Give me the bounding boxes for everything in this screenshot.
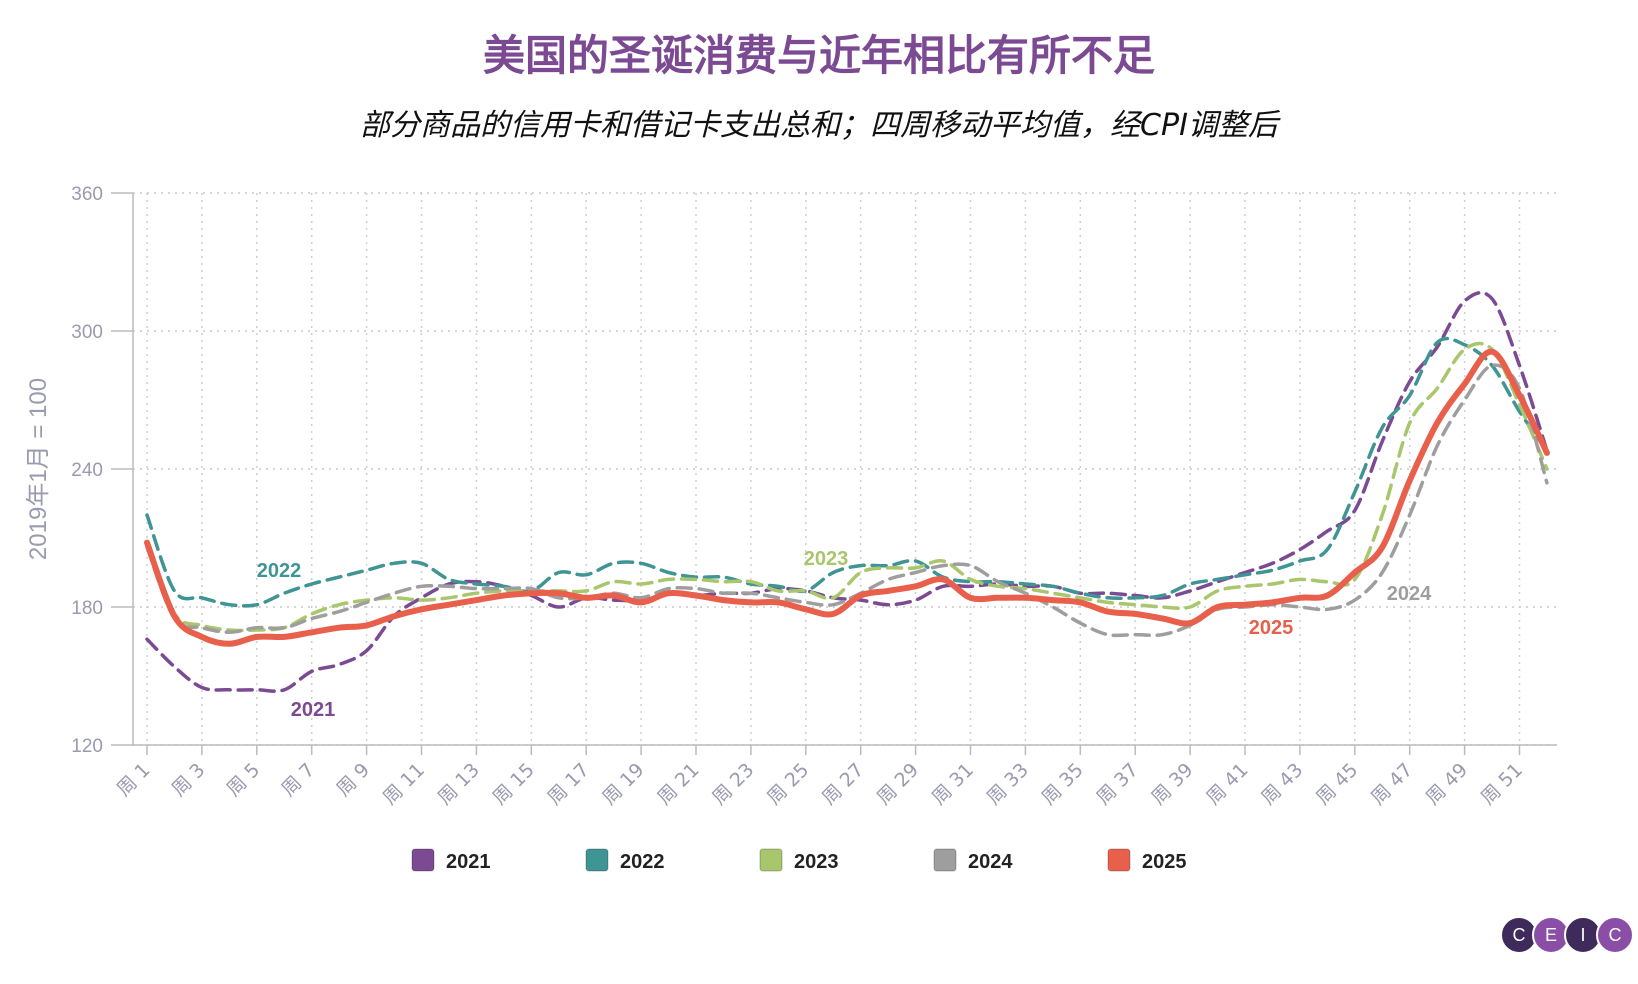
x-tick-label: 周 41 xyxy=(1202,759,1252,809)
series-label-2024: 2024 xyxy=(1387,583,1432,605)
legend-label-2023: 2023 xyxy=(794,851,839,873)
x-tick-label: 周 25 xyxy=(763,759,813,809)
legend-label-2021: 2021 xyxy=(446,851,491,873)
legend-label-2024: 2024 xyxy=(968,851,1013,873)
y-tick-label: 120 xyxy=(71,736,103,757)
series-line-2022 xyxy=(145,336,1549,608)
legend-label-2025: 2025 xyxy=(1142,851,1187,873)
x-tick-label: 周 51 xyxy=(1477,759,1527,809)
y-tick-label: 180 xyxy=(71,598,103,619)
x-tick-label: 周 37 xyxy=(1092,759,1142,809)
x-tick-label: 周 43 xyxy=(1257,759,1307,809)
legend-swatch-2024 xyxy=(933,848,957,872)
series-line-2024 xyxy=(145,363,1549,638)
y-tick-label: 300 xyxy=(71,322,103,343)
x-tick-label: 周 45 xyxy=(1312,759,1362,809)
grid-layer xyxy=(133,192,1557,746)
x-tick-label: 周 33 xyxy=(983,759,1033,809)
series-line-2025 xyxy=(144,348,1550,647)
ceic-logo: C E I C xyxy=(1500,916,1634,954)
y-tick-label: 240 xyxy=(71,460,103,481)
series-label-2025: 2025 xyxy=(1249,617,1294,639)
x-tick-label: 周 27 xyxy=(818,759,868,809)
series-line-2021 xyxy=(145,290,1549,693)
x-tick-label: 周 17 xyxy=(543,759,593,809)
series-label-2023: 2023 xyxy=(804,548,849,570)
legend: 2021 2022 2023 2024 2025 xyxy=(411,848,1187,873)
x-tick-label: 周 23 xyxy=(708,759,758,809)
legend-label-2022: 2022 xyxy=(620,851,665,873)
legend-swatch-2021 xyxy=(411,848,435,872)
y-tick-label: 360 xyxy=(71,184,103,205)
series-label-2022: 2022 xyxy=(257,560,302,582)
x-tick-label: 周 31 xyxy=(928,759,978,809)
axis-layer: 120 180 240 300 360 2019年1月 = 100 周 1 周 3 周 5 周 7… xyxy=(25,184,1557,809)
legend-swatch-2023 xyxy=(759,848,783,872)
y-axis-title: 2019年1月 = 100 xyxy=(25,378,52,560)
x-tick-label: 周 35 xyxy=(1037,759,1087,809)
x-tick-label: 周 1 xyxy=(113,759,155,801)
series-label-layer: 2021 2022 2023 2024 2025 xyxy=(257,548,1432,721)
x-tick-label: 周 49 xyxy=(1422,759,1472,809)
series-layer xyxy=(144,290,1550,693)
chart-subtitle: 部分商品的信用卡和借记卡支出总和；四周移动平均值，经CPI调整后 xyxy=(360,108,1278,143)
x-tick-label: 周 29 xyxy=(873,759,923,809)
x-tick-label: 周 3 xyxy=(168,759,210,801)
x-tick-label: 周 47 xyxy=(1367,759,1417,809)
legend-swatch-2022 xyxy=(585,848,609,872)
x-tick-label: 周 39 xyxy=(1147,759,1197,809)
x-tick-label: 周 15 xyxy=(488,759,538,809)
x-tick-label: 周 13 xyxy=(434,759,484,809)
x-tick-label: 周 19 xyxy=(598,759,648,809)
legend-swatch-2025 xyxy=(1107,848,1131,872)
x-tick-label: 周 11 xyxy=(379,759,429,809)
x-tick-label: 周 21 xyxy=(653,759,703,809)
chart-title: 美国的圣诞消费与近年相比有所不足 xyxy=(482,31,1155,80)
series-label-2021: 2021 xyxy=(291,699,336,721)
logo-letter: C xyxy=(1596,916,1634,954)
x-tick-label: 周 7 xyxy=(277,759,319,801)
x-tick-label: 周 5 xyxy=(223,759,265,801)
x-tick-label: 周 9 xyxy=(332,759,374,801)
